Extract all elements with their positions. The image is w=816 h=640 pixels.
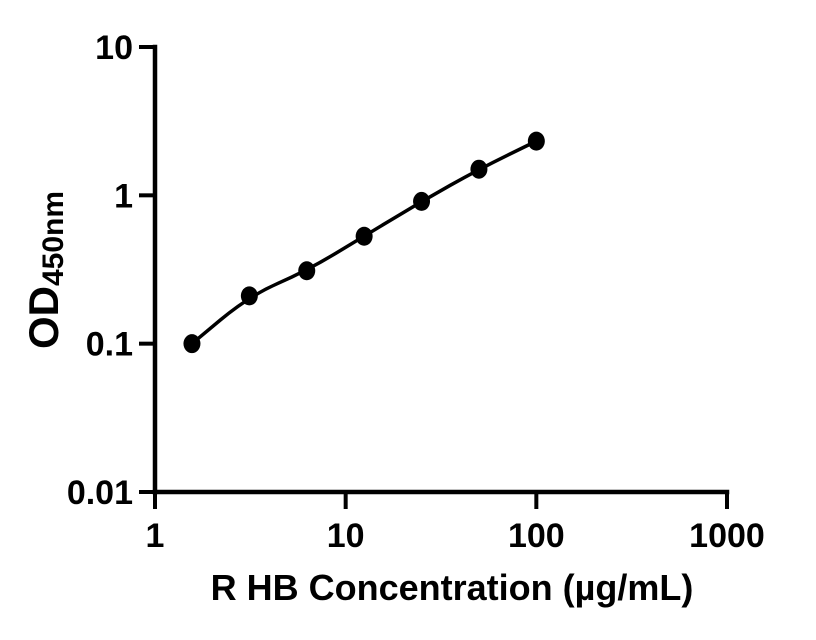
data-point-marker	[240, 286, 258, 306]
data-point-marker	[355, 226, 373, 246]
x-tick-label: 100	[508, 517, 565, 555]
y-axis-title: OD450nm	[20, 191, 70, 349]
x-tick-label: 1000	[689, 517, 765, 555]
y-tick-label: 10	[95, 29, 133, 67]
x-axis-title: R HB Concentration (µg/mL)	[211, 567, 694, 608]
data-point-marker	[527, 131, 545, 151]
x-tick-label: 10	[327, 517, 365, 555]
data-point-marker	[183, 334, 201, 354]
y-tick-label: 1	[114, 177, 133, 215]
y-tick-label: 0.1	[86, 326, 133, 364]
data-point-marker	[298, 261, 316, 281]
data-point-marker	[470, 159, 488, 179]
axes-group: 10 1 0.1 0.01 1 10 100 1000	[67, 29, 765, 555]
y-tick-label: 0.01	[67, 474, 133, 512]
data-point-marker	[413, 191, 431, 211]
y-axis-title-main: OD	[20, 286, 67, 349]
series-group	[183, 131, 545, 354]
y-axis-title-subscript: 450nm	[37, 191, 70, 286]
x-tick-label: 1	[146, 517, 165, 555]
